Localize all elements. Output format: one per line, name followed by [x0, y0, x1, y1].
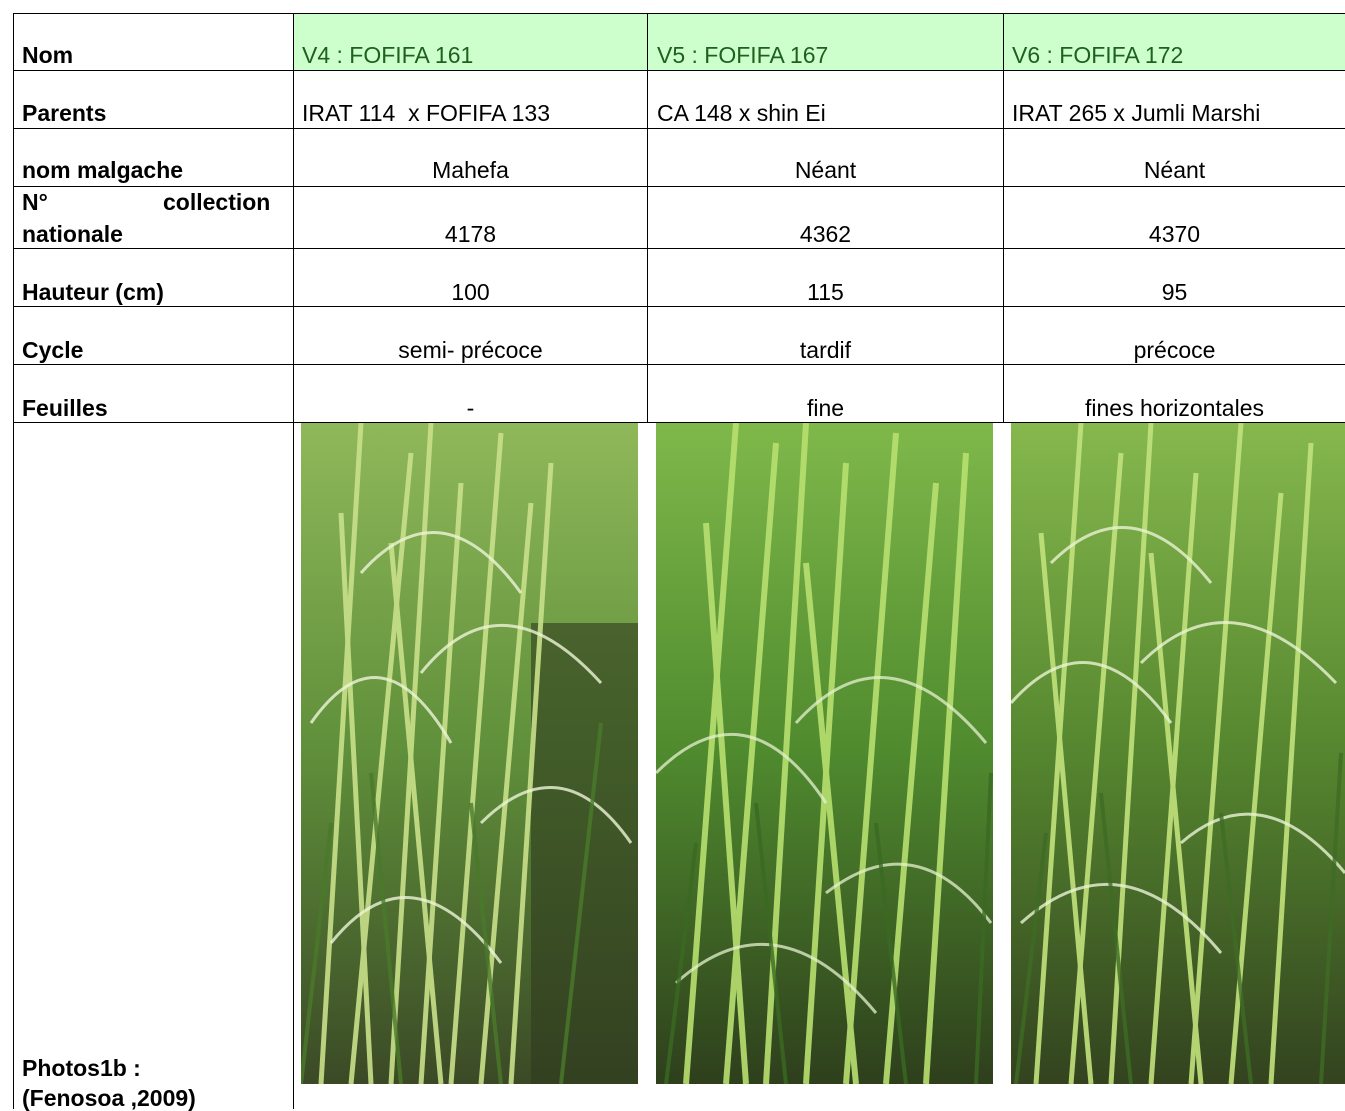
- label-nom: Nom: [22, 42, 74, 68]
- v6-collection: 4370: [1148, 221, 1201, 247]
- row-divider: [13, 186, 1345, 187]
- rice-plant-image: [301, 423, 638, 1084]
- row-divider: [13, 422, 1345, 423]
- rice-photo-v4: [301, 423, 638, 1084]
- rice-plant-image: [1011, 423, 1345, 1084]
- row-divider: [13, 128, 1345, 129]
- v5-hauteur: 115: [807, 279, 844, 305]
- col-divider: [1003, 13, 1004, 422]
- col-divider: [293, 13, 294, 1109]
- v6-malgache: Néant: [1143, 157, 1206, 183]
- col-divider: [647, 13, 648, 422]
- v6-parents: IRAT 265 x Jumli Marshi: [1012, 100, 1261, 126]
- col-divider: [13, 13, 14, 1109]
- row-divider: [13, 248, 1345, 249]
- v6-name: V6 : FOFIFA 172: [1012, 42, 1184, 68]
- label-collection-no: N°: [22, 189, 48, 215]
- v4-cycle: semi- précoce: [398, 337, 543, 363]
- label-nationale: nationale: [22, 221, 123, 247]
- label-photos: Photos1b :: [22, 1055, 141, 1081]
- v4-parents: IRAT 114 x FOFIFA 133: [302, 100, 550, 126]
- v4-feuilles: -: [466, 395, 475, 421]
- label-photos-credit: (Fenosoa ,2009): [22, 1085, 196, 1111]
- table-top-border: [13, 13, 1345, 14]
- header-bg-v6: [1004, 13, 1345, 70]
- v5-collection: 4362: [799, 221, 852, 247]
- v4-malgache: Mahefa: [432, 157, 509, 183]
- v5-parents: CA 148 x shin Ei: [657, 100, 826, 126]
- label-feuilles: Feuilles: [22, 395, 108, 421]
- v4-name: V4 : FOFIFA 161: [302, 42, 474, 68]
- label-hauteur: Hauteur (cm): [22, 279, 164, 305]
- label-nom-malgache: nom malgache: [22, 157, 184, 183]
- v6-cycle: précoce: [1133, 337, 1216, 363]
- v5-malgache: Néant: [794, 157, 857, 183]
- row-divider: [13, 364, 1345, 365]
- label-cycle: Cycle: [22, 337, 84, 363]
- rice-photo-v5: [656, 423, 993, 1084]
- v4-collection: 4178: [444, 221, 497, 247]
- v6-feuilles: fines horizontales: [1085, 395, 1264, 421]
- v5-cycle: tardif: [799, 337, 852, 363]
- row-divider: [13, 70, 1345, 71]
- header-bg-v4: [294, 13, 647, 70]
- row-divider: [13, 306, 1345, 307]
- header-bg-v5: [648, 13, 1003, 70]
- v4-hauteur: 100: [451, 279, 490, 305]
- rice-photo-v6: [1011, 423, 1345, 1084]
- label-parents: Parents: [22, 100, 107, 126]
- v5-name: V5 : FOFIFA 167: [657, 42, 829, 68]
- v5-feuilles: fine: [806, 395, 845, 421]
- rice-plant-image: [656, 423, 993, 1084]
- label-collection-word: collection: [163, 189, 271, 215]
- v6-hauteur: 95: [1161, 279, 1188, 305]
